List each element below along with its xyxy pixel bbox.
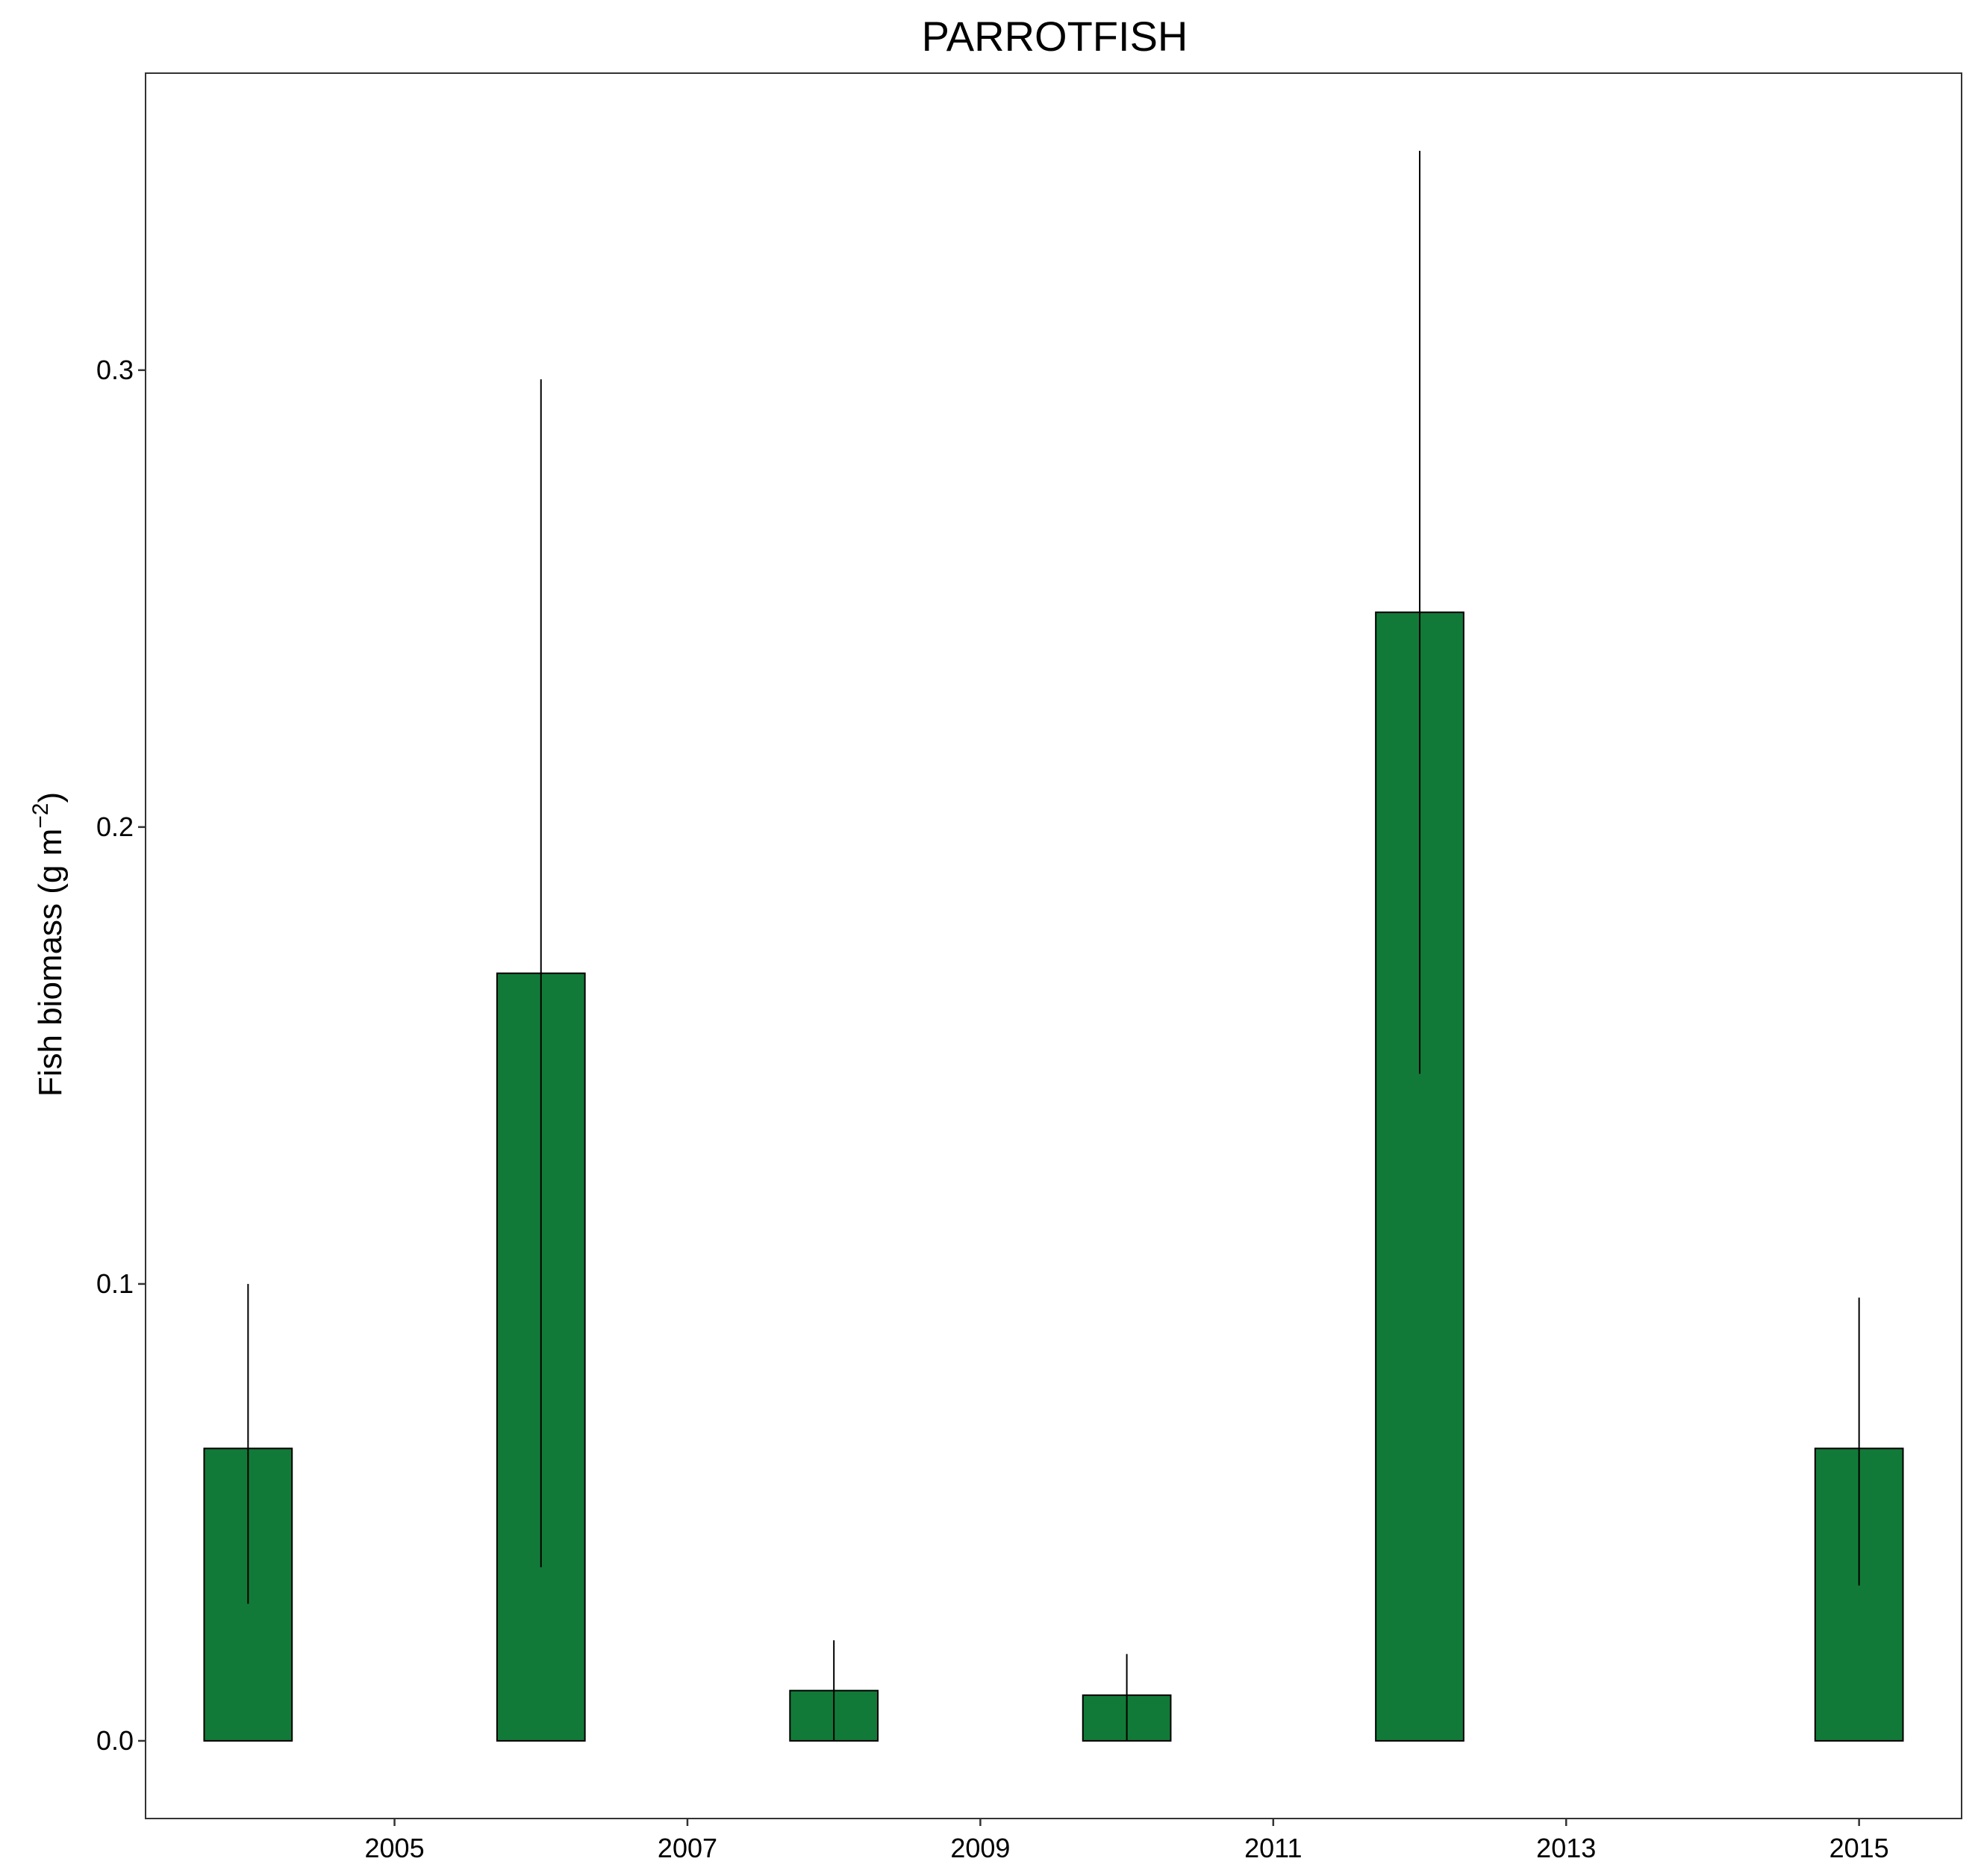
x-axis-ticks: 2005 2007 2009 2011 2013 2015	[365, 1819, 1889, 1863]
y-axis-label-main: Fish biomass (g m	[32, 829, 69, 1097]
x-tick-label: 2007	[658, 1833, 717, 1863]
y-tick-label: 0.1	[96, 1268, 134, 1299]
y-axis-label: Fish biomass (g m−2)	[28, 792, 69, 1097]
plot-panel	[145, 72, 1962, 1819]
chart-title: PARROTFISH	[922, 13, 1188, 60]
x-tick-label: 2005	[365, 1833, 425, 1863]
y-tick-label: 0.0	[96, 1725, 134, 1756]
y-axis-label-superscript: −2	[28, 803, 53, 829]
y-axis-ticks: 0.0 0.1 0.2 0.3	[96, 355, 146, 1756]
x-tick-label: 2015	[1829, 1833, 1889, 1863]
x-tick-label: 2011	[1244, 1833, 1302, 1863]
y-axis-label-suffix: )	[32, 792, 69, 803]
x-tick-label: 2013	[1536, 1833, 1596, 1863]
x-tick-label: 2009	[950, 1833, 1010, 1863]
error-bars-group	[247, 151, 1860, 1741]
bars-group	[203, 611, 1904, 1742]
y-tick-label: 0.2	[96, 811, 134, 842]
y-tick-label: 0.3	[96, 355, 134, 385]
